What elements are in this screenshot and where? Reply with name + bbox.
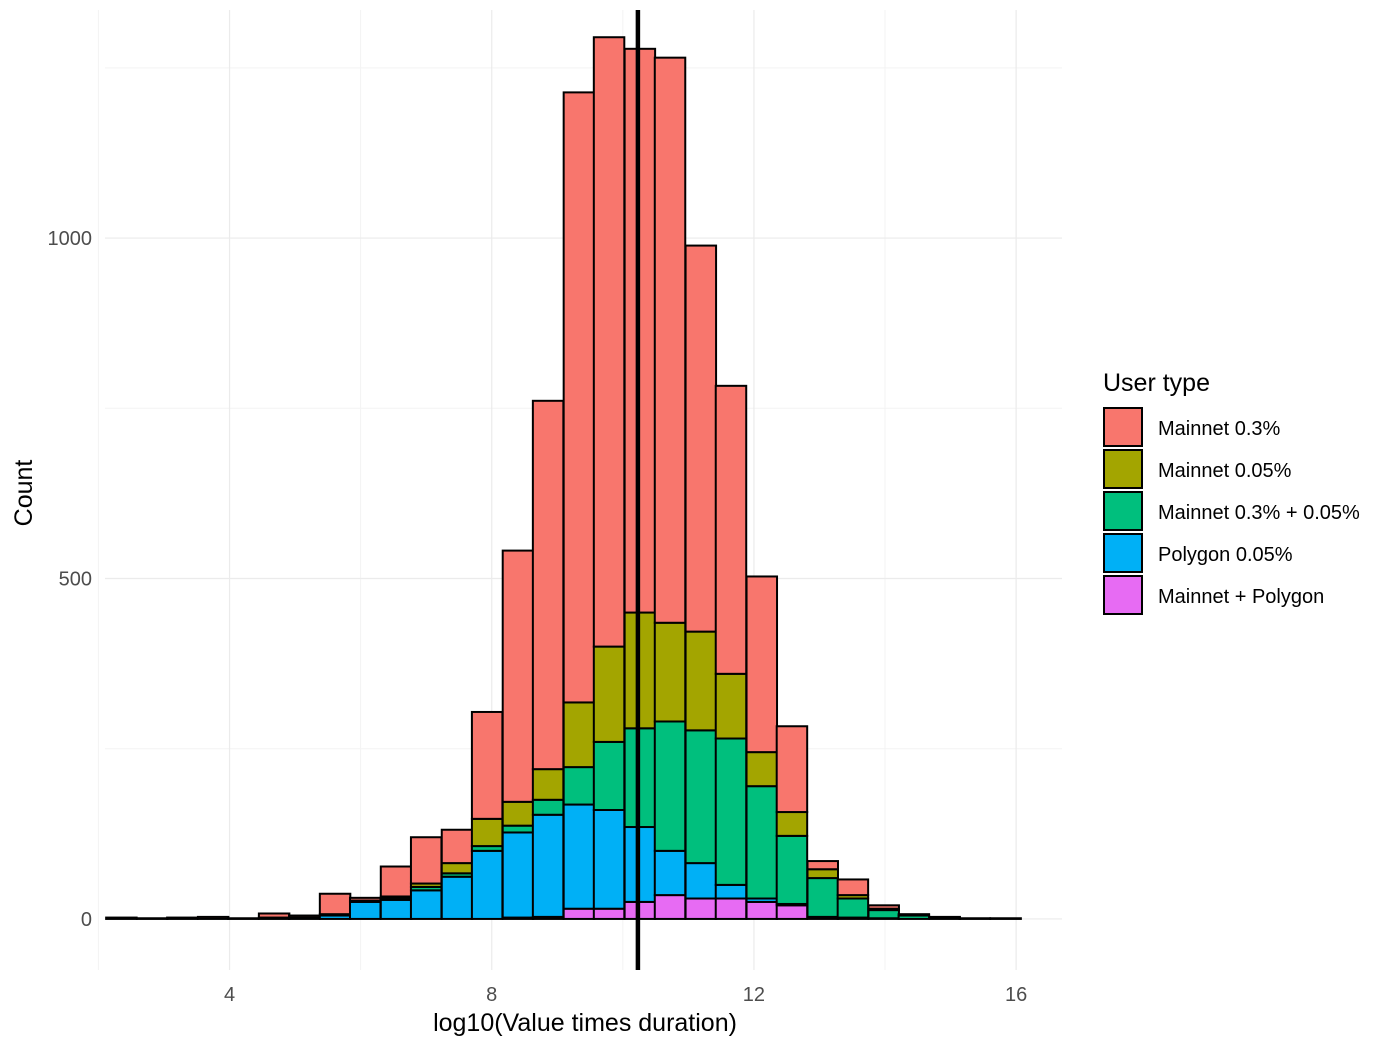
bar-segment: [135, 917, 169, 920]
bar-segment: [745, 785, 779, 900]
bar-segment: [318, 892, 352, 916]
bar-segment: [928, 915, 961, 919]
y-tick-label: 1000: [48, 228, 93, 250]
bar-segment: [684, 729, 718, 865]
legend-swatch: [1103, 407, 1143, 447]
legend-label: Mainnet + Polygon: [1158, 586, 1324, 608]
bar-segment: [409, 889, 443, 920]
bar-segment: [196, 915, 230, 920]
bar-segment: [409, 836, 443, 885]
bar-segment: [745, 751, 779, 788]
x-tick-label: 12: [743, 984, 765, 1006]
bar-segment: [440, 828, 474, 865]
bar-segment: [592, 645, 626, 743]
bar-segment: [105, 916, 138, 920]
bar-segment: [714, 737, 748, 886]
bar-segment: [775, 811, 809, 837]
bar-segment: [836, 897, 870, 919]
bar-segment: [531, 813, 565, 918]
bar-segment: [684, 862, 718, 900]
bar-segment: [288, 914, 321, 919]
legend-label: Mainnet 0.3%: [1158, 418, 1281, 440]
bar-segment: [562, 91, 596, 704]
bar-segment: [562, 907, 596, 920]
bar-segment: [806, 868, 839, 880]
bar-segment: [836, 878, 870, 897]
bar-segment: [867, 904, 900, 910]
bar-segment: [501, 824, 535, 834]
bar-segment: [531, 399, 565, 771]
y-axis-ticks: 0 500 1000: [48, 228, 93, 931]
bar-segment: [379, 865, 413, 898]
bar-segment: [257, 912, 291, 919]
bar-segment: [531, 798, 565, 816]
bar-segment: [714, 897, 748, 920]
legend-swatch: [1103, 533, 1143, 573]
bar-segment: [684, 897, 718, 920]
bar-segment: [806, 877, 839, 918]
bar-segment: [653, 621, 687, 723]
bar-segment: [653, 720, 687, 852]
bar-segment: [379, 898, 413, 920]
bar-segment: [166, 916, 199, 920]
legend-label: Polygon 0.05%: [1158, 544, 1293, 566]
bar-segment: [501, 831, 535, 919]
y-axis-title: Count: [10, 460, 38, 527]
bar-segment: [806, 860, 839, 871]
bar-segment: [592, 740, 626, 812]
histogram-bars: [105, 36, 1022, 920]
bar-segment: [684, 630, 718, 732]
bar-segment: [440, 875, 474, 920]
bar-segment: [501, 800, 535, 827]
x-tick-label: 16: [1005, 984, 1027, 1006]
bar-segment: [745, 575, 779, 754]
bar-segment: [867, 909, 900, 920]
x-tick-label: 8: [486, 984, 497, 1006]
bar-segment: [592, 907, 626, 920]
bar-segment: [775, 834, 809, 905]
bar-segment: [714, 883, 748, 900]
bar-segment: [897, 913, 931, 917]
legend-swatch: [1103, 449, 1143, 489]
bar-segment: [470, 817, 504, 848]
bar-segment: [775, 904, 809, 920]
bar-segment: [348, 900, 382, 920]
bar-segment: [684, 244, 718, 633]
bar-segment: [775, 725, 809, 814]
bar-segment: [592, 36, 626, 648]
bar-segment: [562, 803, 596, 910]
y-tick-label: 500: [59, 569, 92, 591]
legend-swatch: [1103, 491, 1143, 531]
legend-label: Mainnet 0.05%: [1158, 460, 1292, 482]
bar-segment: [348, 896, 382, 902]
bar-segment: [440, 862, 474, 875]
x-axis-ticks: 4 8 12 16: [224, 984, 1027, 1006]
bar-segment: [714, 672, 748, 740]
bar-segment: [714, 384, 748, 675]
bar-segment: [470, 849, 504, 920]
bar-segment: [227, 917, 260, 920]
legend-title: User type: [1103, 369, 1210, 397]
legend: User type Mainnet 0.3% Mainnet 0.05% Mainn…: [1103, 369, 1360, 615]
legend-swatch: [1103, 575, 1143, 615]
bar-segment: [653, 849, 687, 897]
bar-segment: [958, 917, 992, 920]
bar-segment: [470, 710, 504, 820]
bar-segment: [562, 701, 596, 769]
x-axis-title: log10(Value times duration): [433, 1009, 737, 1037]
bar-segment: [989, 917, 1022, 920]
bar-segment: [592, 809, 626, 910]
bar-segment: [745, 900, 779, 920]
legend-label: Mainnet 0.3% + 0.05%: [1158, 502, 1360, 524]
bar-segment: [531, 768, 565, 801]
bar-segment: [562, 766, 596, 806]
bar-segment: [653, 894, 687, 920]
y-tick-label: 0: [81, 909, 92, 931]
bar-segment: [501, 549, 535, 803]
x-tick-label: 4: [224, 984, 235, 1006]
bar-segment: [653, 56, 687, 624]
